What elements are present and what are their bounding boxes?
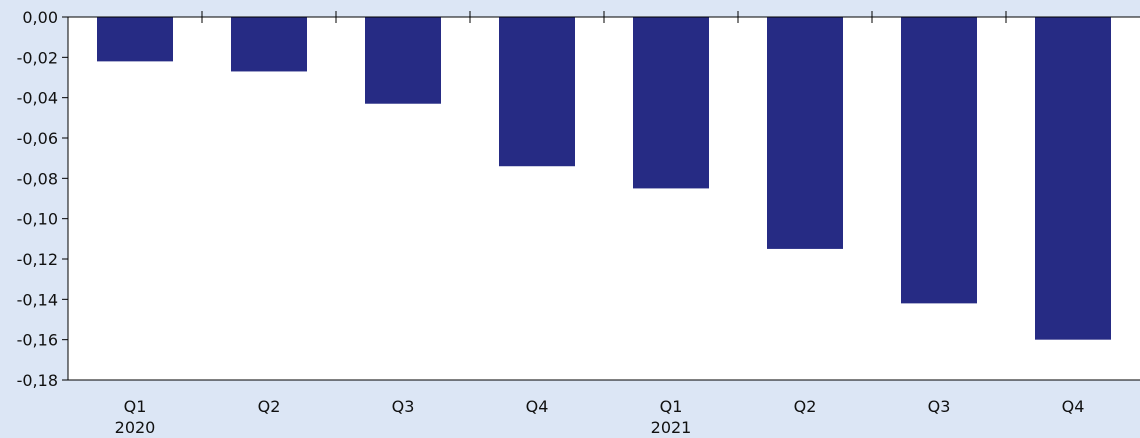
bar [1035,17,1111,340]
labels-group: 0,00 -0,02 -0,04 -0,06 -0,08 -0,10 -0,12 -0,14 -… [17,8,1085,437]
y-tick-label: -0,18 [17,371,58,390]
bars-group [97,17,1111,340]
x-year-label: 2021 [651,418,692,437]
axes-group [62,11,1140,381]
y-tick-label: -0,10 [17,210,58,229]
y-tick-label: -0,08 [17,169,58,188]
bar [97,17,173,62]
x-tick-label: Q4 [1062,397,1085,416]
x-tick-label: Q2 [794,397,817,416]
y-tick-label: -0,06 [17,129,58,148]
y-tick-label: -0,04 [17,89,58,108]
bar [365,17,441,104]
x-tick-label: Q1 [124,397,147,416]
bar [499,17,575,167]
y-tick-label: -0,02 [17,48,58,67]
bar [231,17,307,72]
plot-area [68,17,1140,380]
y-tick-label: -0,14 [17,290,58,309]
y-tick-label: 0,00 [22,8,58,27]
bar [901,17,977,304]
x-tick-label: Q1 [660,397,683,416]
x-tick-label: Q4 [526,397,549,416]
x-tick-label: Q2 [258,397,281,416]
y-tick-label: -0,16 [17,331,58,350]
x-tick-label: Q3 [392,397,415,416]
bar [633,17,709,189]
x-tick-label: Q3 [928,397,951,416]
bar [767,17,843,249]
y-tick-label: -0,12 [17,250,58,269]
x-year-label: 2020 [115,418,156,437]
